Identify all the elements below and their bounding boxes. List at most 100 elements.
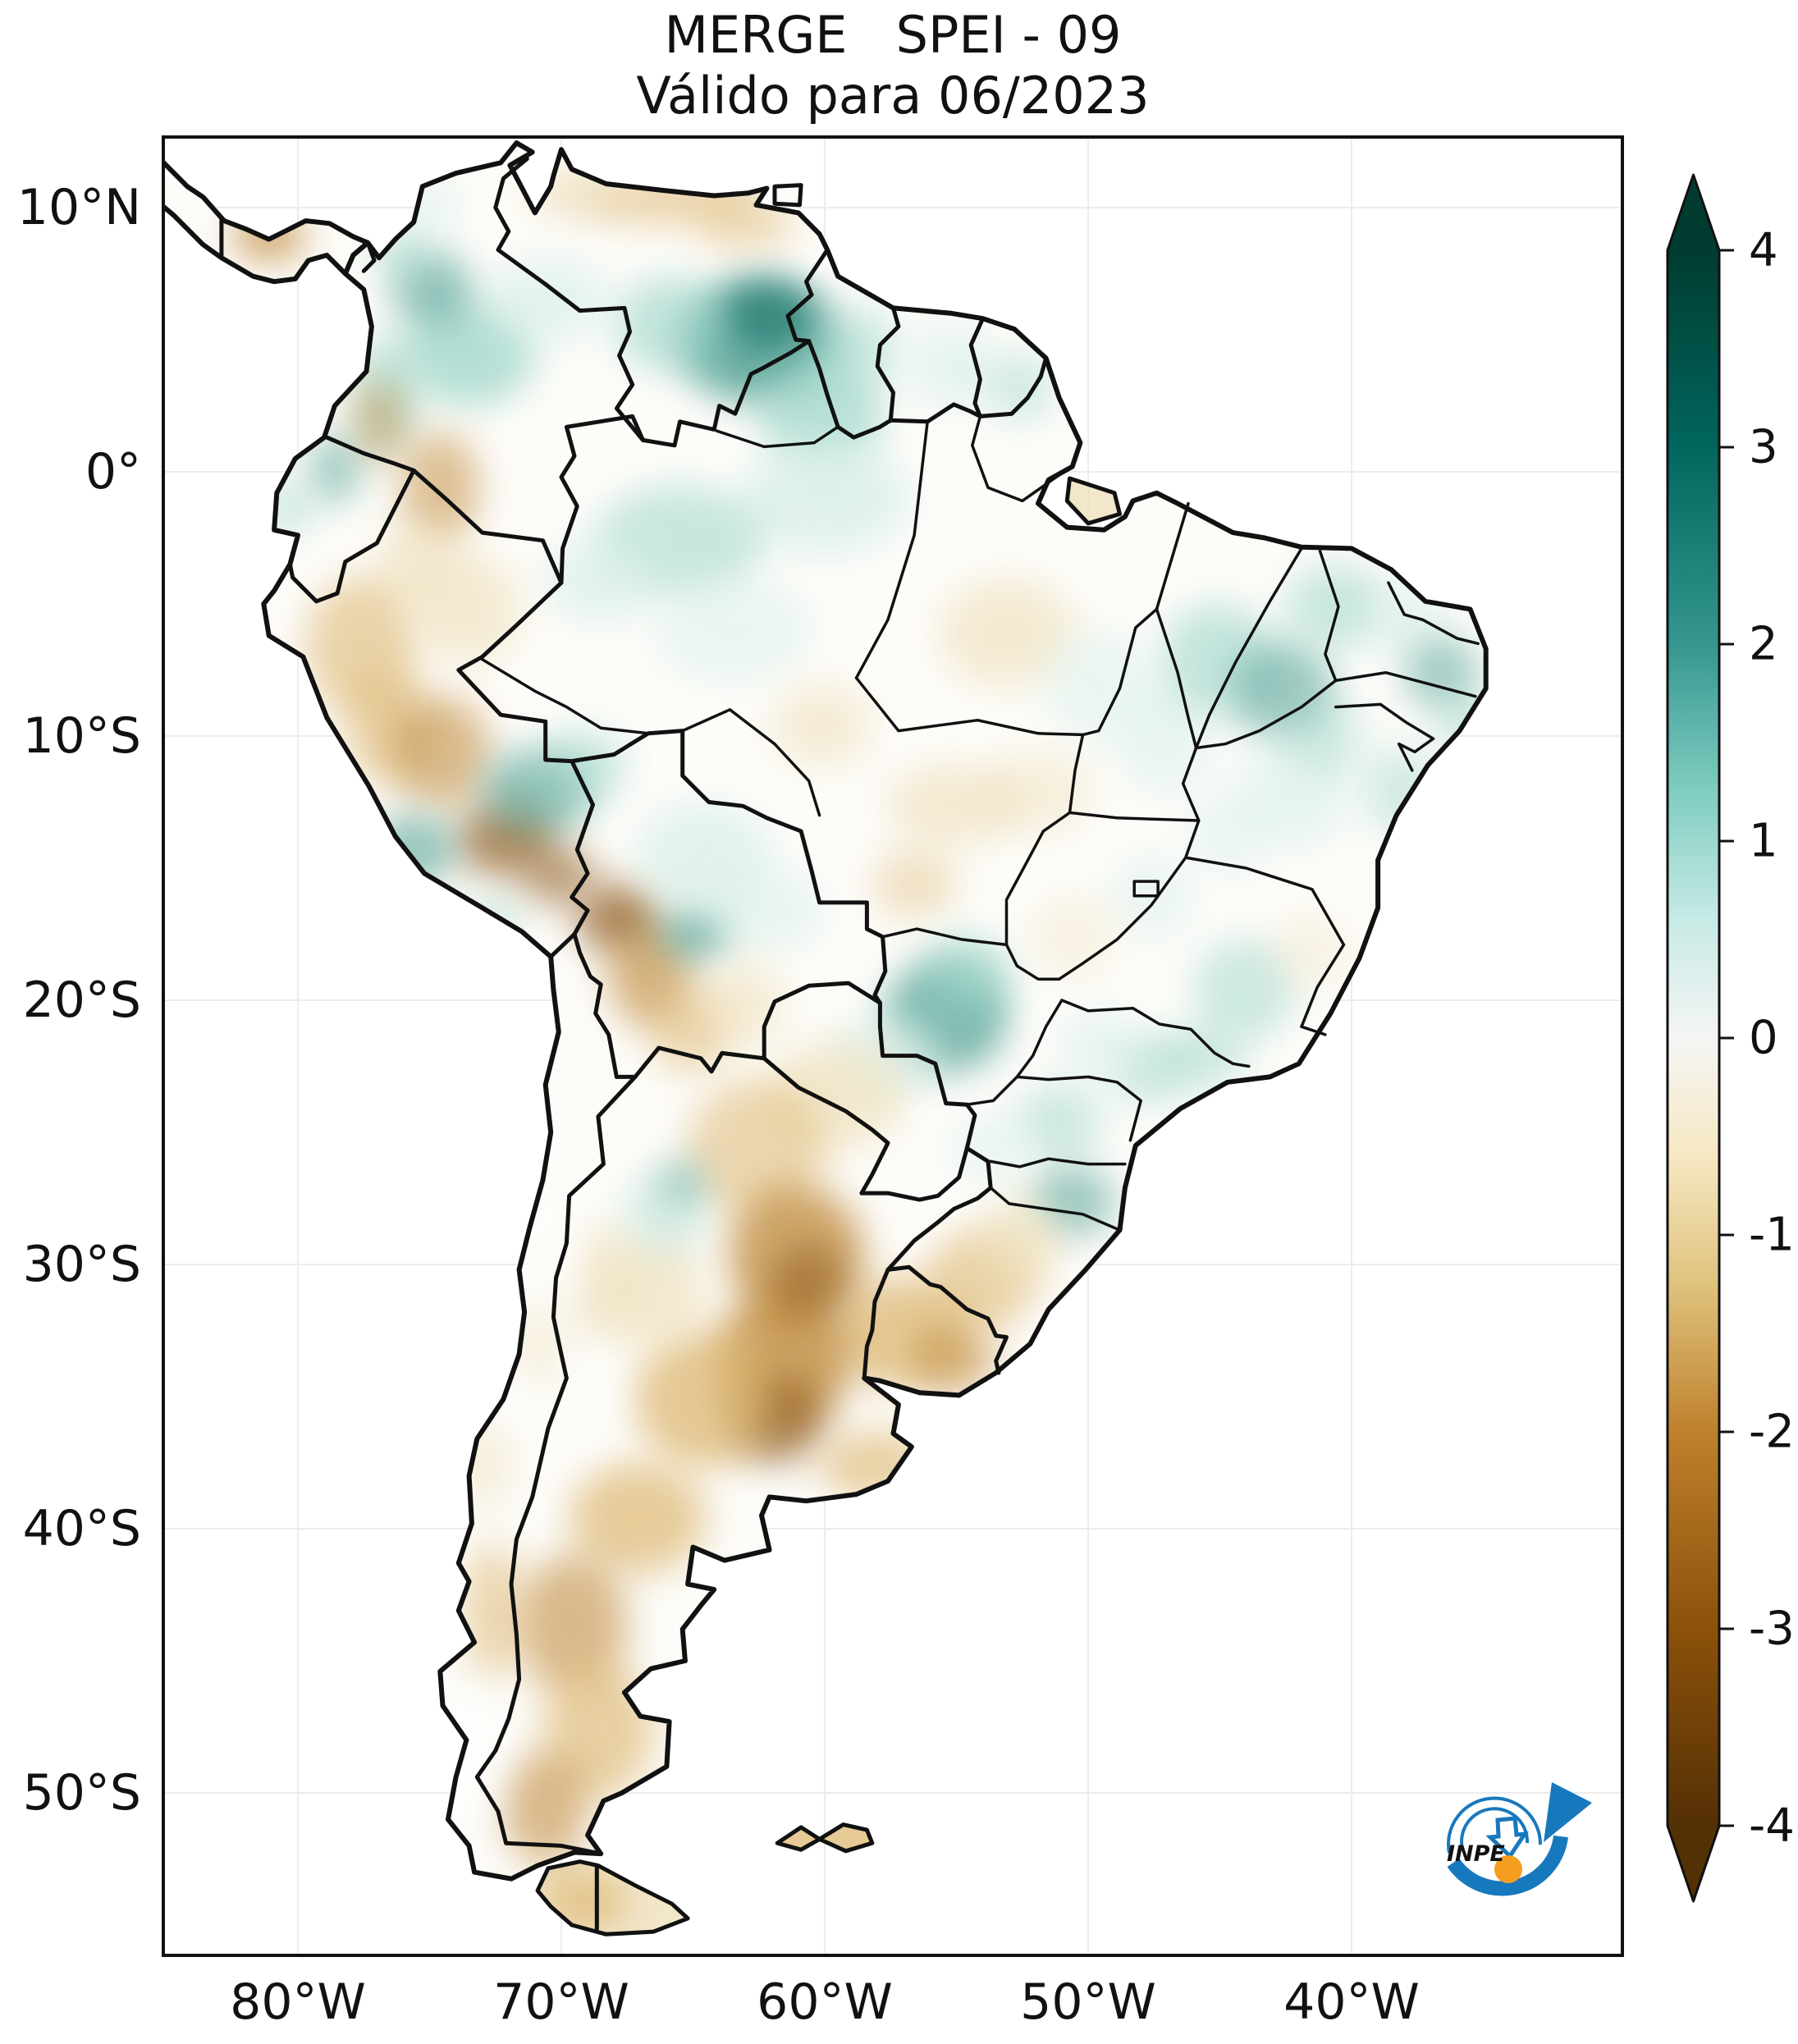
country-border — [762, 981, 882, 1061]
spei-field-blob — [908, 323, 994, 409]
country-border — [456, 580, 574, 764]
country-border — [875, 305, 901, 423]
island-outline-trinidad — [772, 183, 803, 208]
spei-field-blob — [1030, 894, 1115, 980]
axes-frame — [162, 135, 1624, 1957]
state-border — [1318, 549, 1340, 683]
state-border — [1068, 607, 1159, 815]
spei-field-blob — [740, 442, 909, 554]
spei-field-blob — [771, 683, 872, 768]
spei-field-blob — [514, 1304, 561, 1389]
spei-field-blob — [1187, 789, 1273, 874]
island-outline-falkland-east — [817, 1822, 875, 1854]
state-border — [1387, 581, 1425, 622]
country-border — [559, 414, 645, 585]
state-border — [1421, 618, 1480, 646]
country-border — [361, 240, 377, 273]
spei-field-blob — [403, 300, 535, 406]
spei-field-blob — [982, 749, 1094, 835]
state-border — [989, 1186, 1122, 1232]
country-border — [807, 339, 893, 440]
country-border — [977, 356, 1049, 418]
inpe-logo: INPE — [1447, 1782, 1592, 1896]
x-axis-label-80°W: 80°W — [230, 1973, 366, 2031]
colorbar-tick-label--4: -4 — [1749, 1799, 1795, 1853]
spei-field-blob — [542, 537, 654, 623]
country-border — [572, 932, 638, 1079]
spei-field-blob — [977, 1198, 1062, 1283]
country-border — [548, 932, 577, 959]
x-axis-label-60°W: 60°W — [757, 1973, 893, 2031]
country-border — [877, 1000, 977, 1150]
state-border — [1155, 501, 1190, 611]
country-border — [641, 339, 812, 448]
spei-field-blob — [1272, 912, 1347, 987]
spei-field-blob — [614, 276, 725, 372]
country-border — [324, 435, 416, 473]
spei-field-blob — [311, 434, 359, 504]
spei-field-blob — [771, 1243, 846, 1318]
country-border — [762, 1056, 890, 1196]
spei-field-blob — [658, 1159, 707, 1207]
spei-field-blob — [516, 1555, 628, 1693]
country-border — [474, 1074, 638, 1856]
state-border — [1300, 943, 1346, 1028]
inpe-logo-text: INPE — [1447, 1841, 1505, 1867]
colorbar-extend-max — [1668, 175, 1719, 250]
state-border — [680, 708, 821, 817]
spei-field-blob — [814, 308, 899, 393]
colorbar-gradient — [1668, 250, 1719, 1826]
state-border — [1181, 746, 1201, 859]
state-border — [1068, 811, 1201, 822]
y-axis-label-50°S: 50°S — [23, 1764, 141, 1822]
spei-field-blob — [924, 934, 1009, 1019]
spei-field-blob — [569, 1462, 707, 1574]
island-outline-marajo — [1064, 476, 1122, 526]
spei-field-blob — [1056, 1008, 1141, 1077]
x-axis-label-40°W: 40°W — [1283, 1973, 1420, 2031]
spei-field-blob — [490, 258, 606, 343]
y-axis-label-0°: 0° — [85, 443, 141, 501]
y-axis-label-20°S: 20°S — [23, 972, 141, 1029]
spei-field-blob — [1017, 1085, 1102, 1159]
state-border — [1194, 546, 1303, 750]
spei-field-blob — [658, 902, 733, 961]
state-border — [1300, 1025, 1327, 1036]
state-border — [1398, 742, 1414, 772]
country-border — [968, 316, 986, 418]
spei-field-blob — [688, 1079, 825, 1218]
spei-field-blob — [400, 432, 480, 543]
state-border — [715, 425, 840, 449]
spei-field-blob — [721, 281, 812, 350]
spei-field-blob — [872, 849, 957, 919]
country-border — [633, 1045, 766, 1079]
country-border — [862, 1267, 890, 1380]
y-axis-label-10°N: 10°N — [17, 179, 141, 236]
colorbar: 4 3 2 1 0 -1 -2 -3 -4 — [1666, 173, 1795, 1903]
country-border — [888, 402, 982, 424]
state-border — [1194, 679, 1338, 750]
y-axis-label-40°S: 40°S — [23, 1500, 141, 1557]
state-border — [1060, 999, 1251, 1068]
country-border — [287, 468, 416, 604]
colorbar-tick-label-1: 1 — [1749, 815, 1778, 868]
country-border — [885, 1145, 993, 1272]
figure-title: MERGE SPEI - 09 — [665, 5, 1122, 65]
state-border — [1155, 607, 1198, 750]
central-america-coastline — [163, 158, 371, 285]
y-axis-label-10°S: 10°S — [23, 707, 141, 765]
colorbar-tick-label-2: 2 — [1749, 618, 1778, 671]
spei-field-blob — [538, 1198, 580, 1310]
inpe-logo-swirl-inner-icon — [1460, 1807, 1530, 1850]
x-axis-label-70°W: 70°W — [493, 1973, 629, 2031]
state-border — [1057, 856, 1187, 981]
map-canvas — [162, 135, 1624, 1957]
country-border — [785, 248, 830, 344]
y-axis-label-30°S: 30°S — [23, 1236, 141, 1293]
country-border — [859, 1145, 969, 1202]
state-border — [881, 927, 1009, 947]
inpe-logo-swirl-icon — [1447, 1796, 1543, 1854]
state-border — [1334, 670, 1477, 698]
spei-field-blob — [503, 1753, 588, 1864]
state-border — [854, 420, 929, 679]
